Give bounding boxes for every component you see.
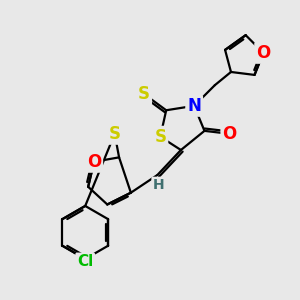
Text: O: O (222, 125, 237, 143)
Text: N: N (187, 97, 201, 115)
Text: O: O (256, 44, 271, 62)
Text: H: H (153, 178, 165, 192)
Text: Cl: Cl (77, 254, 93, 269)
Text: O: O (87, 153, 101, 171)
Text: S: S (138, 85, 150, 103)
Text: S: S (109, 125, 121, 143)
Text: S: S (154, 128, 166, 146)
